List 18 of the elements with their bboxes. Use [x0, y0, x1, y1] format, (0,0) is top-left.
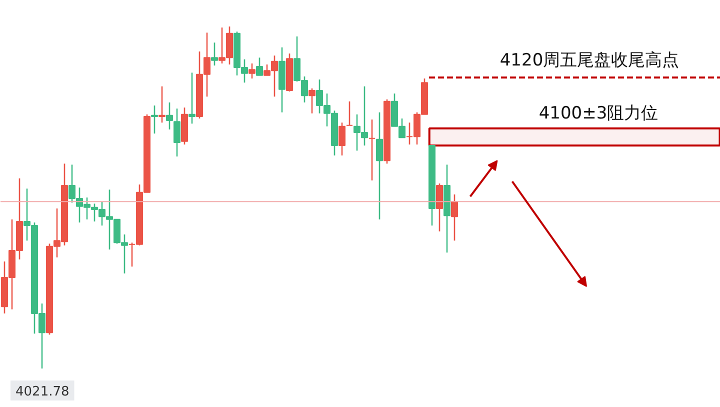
candlestick	[211, 42, 218, 66]
candlestick	[368, 118, 376, 182]
annotation: 4021.78	[16, 384, 70, 400]
candlestick	[248, 62, 256, 80]
candlestick	[151, 104, 158, 134]
candlestick	[451, 194, 458, 242]
candlestick	[174, 108, 180, 158]
candlestick	[346, 100, 353, 126]
candlestick	[158, 86, 166, 124]
candlestick	[436, 182, 443, 232]
band-label: 4100±3阻力位	[538, 104, 658, 124]
candlestick	[376, 112, 383, 220]
candlestick	[338, 122, 346, 156]
candlestick	[188, 72, 196, 124]
ref-line-label: 4120周五尾盘收尾高点	[500, 50, 680, 71]
candlestick	[256, 56, 263, 76]
candlestick	[308, 88, 316, 114]
candlestick	[166, 102, 173, 130]
